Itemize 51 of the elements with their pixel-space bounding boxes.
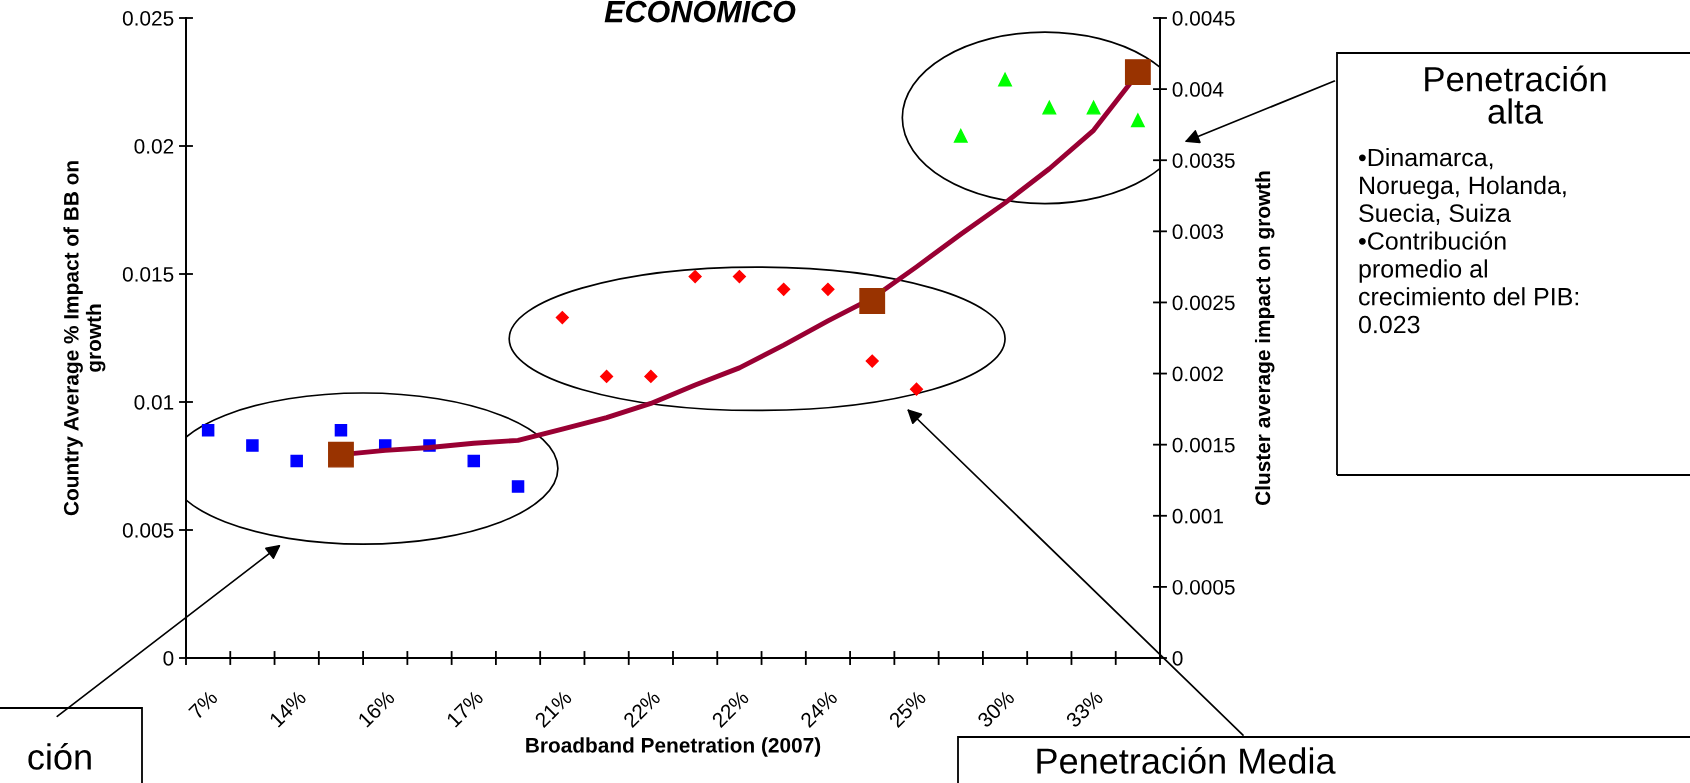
point <box>246 439 259 452</box>
point <box>953 128 968 143</box>
chart-title: ECONOMICO <box>604 0 796 23</box>
y-axis-title: Country Average % Impact of BB on growth <box>63 161 106 516</box>
point <box>688 269 702 284</box>
y2-tick-label: 0.004 <box>1172 82 1224 97</box>
y2-axis-title: Cluster average impact on growth <box>1254 171 1275 505</box>
point <box>821 282 835 296</box>
point <box>1130 113 1145 128</box>
point <box>909 382 924 396</box>
y2-tick-label: 0.0025 <box>1172 295 1235 311</box>
point <box>865 354 879 368</box>
point <box>328 441 354 468</box>
y-tick-label: 0.01 <box>134 395 174 410</box>
x-tick-label: 33% <box>1065 689 1104 729</box>
point <box>555 310 569 325</box>
text: Penetración alta <box>1425 65 1606 124</box>
y2-tick-label: 0.002 <box>1172 366 1223 382</box>
point <box>1042 100 1057 115</box>
point <box>1124 59 1151 85</box>
x-axis-title: Broadband Penetration (2007) <box>526 737 821 757</box>
point <box>201 423 215 437</box>
y2-tick-label: 0.003 <box>1172 224 1224 240</box>
y-tick-label: 0.015 <box>122 267 174 282</box>
text: Penetración Media <box>1037 746 1336 774</box>
y-tick-label: 0.02 <box>134 139 174 154</box>
y2-tick-label: 0.0015 <box>1172 437 1235 453</box>
y-tick-label: 0 <box>163 651 174 666</box>
x-tick-label: 14% <box>268 689 307 728</box>
point <box>998 72 1012 87</box>
y-tick-label: 0.025 <box>122 11 174 26</box>
y2-tick-label: 0.0005 <box>1172 579 1235 595</box>
y2-tick-label: 0.001 <box>1172 508 1223 524</box>
point <box>859 288 886 314</box>
point <box>644 369 658 383</box>
point <box>511 480 525 493</box>
text: •Dinamarca, Noruega, Holanda, Suecia, Suiza •Contribución promedio al crecimiento del PIB: 0.023 <box>1358 148 1579 334</box>
x-tick-label: 30% <box>976 689 1016 729</box>
text: ción <box>28 742 91 770</box>
point <box>777 282 791 296</box>
y2-tick-label: 0.0045 <box>1172 11 1235 26</box>
point <box>334 423 348 437</box>
y2-tick-label: 0.0035 <box>1172 153 1235 168</box>
x-tick-label: 7% <box>188 689 219 720</box>
y2-tick-label: 0 <box>1172 651 1183 666</box>
point <box>732 269 746 284</box>
point <box>290 454 303 468</box>
point <box>1086 100 1101 115</box>
point <box>467 454 481 468</box>
y-tick-label: 0.005 <box>122 523 174 538</box>
point <box>600 369 614 383</box>
